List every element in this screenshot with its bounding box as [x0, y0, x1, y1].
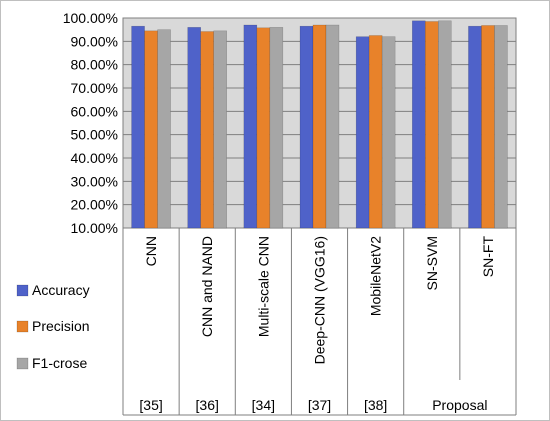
bar-accuracy — [131, 25, 145, 229]
y-tick-label: 40.00% — [71, 150, 118, 166]
y-tick-label: 10.00% — [71, 220, 118, 236]
group-label: [35] — [139, 397, 162, 413]
y-tick-label: 60.00% — [71, 103, 118, 119]
category-label: Deep-CNN (VGG16) — [312, 236, 328, 364]
y-tick-label: 20.00% — [71, 197, 118, 213]
bar-precision — [256, 27, 271, 229]
legend-swatch — [16, 284, 29, 297]
y-tick-label: 50.00% — [71, 127, 118, 143]
bar-precision — [425, 21, 439, 229]
legend-label: F1-crose — [32, 355, 87, 371]
category-label: SN-FT — [480, 236, 496, 278]
bar-f1-crose — [325, 24, 340, 229]
bar-f1-crose — [269, 27, 284, 229]
bar-f1-crose — [157, 29, 171, 229]
bar-accuracy — [187, 27, 201, 229]
y-tick-label: 80.00% — [71, 57, 118, 73]
category-label: CNN and NAND — [199, 236, 215, 337]
bar-precision — [481, 25, 495, 229]
bar-precision — [200, 31, 214, 229]
legend-swatch — [16, 357, 29, 370]
y-tick-label: 70.00% — [71, 80, 118, 96]
group-label: [38] — [364, 397, 387, 413]
group-label: Proposal — [432, 397, 487, 413]
bar-precision — [368, 35, 383, 229]
bar-accuracy — [468, 25, 482, 229]
bar-precision — [312, 24, 327, 229]
y-tick-label: 30.00% — [71, 173, 118, 189]
category-label: Multi-scale CNN — [255, 236, 271, 337]
y-tick-label: 100.00% — [63, 10, 118, 26]
bar-accuracy — [299, 25, 314, 229]
category-label: MobileNetV2 — [368, 236, 384, 316]
bar-accuracy — [355, 36, 370, 229]
legend-label: Precision — [32, 318, 90, 334]
bar-f1-crose — [438, 20, 452, 229]
bar-f1-crose — [381, 36, 396, 229]
group-label: [37] — [308, 397, 331, 413]
bar-accuracy — [243, 24, 258, 229]
group-label: [34] — [252, 397, 275, 413]
legend-label: Accuracy — [32, 282, 90, 298]
bar-f1-crose — [494, 25, 508, 229]
category-label: SN-SVM — [424, 236, 440, 290]
group-label: [36] — [196, 397, 219, 413]
y-tick-label: 90.00% — [71, 33, 118, 49]
legend-swatch — [16, 320, 29, 333]
category-label: CNN — [143, 236, 159, 266]
bar-precision — [144, 30, 158, 229]
bar-accuracy — [412, 20, 426, 229]
bar-f1-crose — [213, 30, 227, 229]
